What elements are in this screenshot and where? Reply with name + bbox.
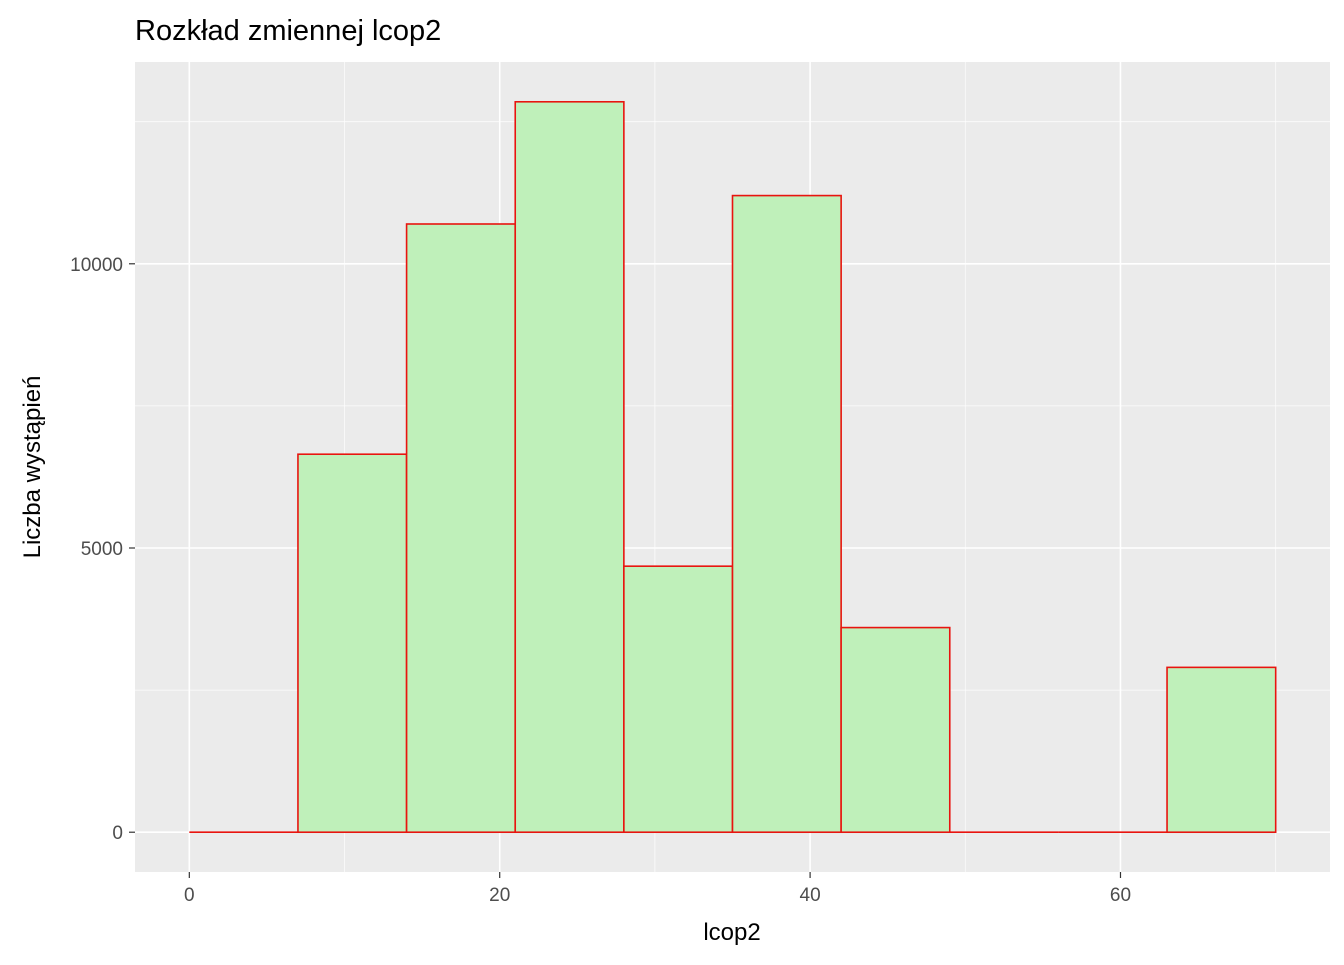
bars — [189, 100, 1277, 834]
chart-title: Rozkład zmiennej lcop2 — [135, 15, 441, 47]
x-tick-label: 60 — [1110, 885, 1131, 906]
histogram-bar — [731, 194, 842, 834]
x-axis-title: lcop2 — [703, 919, 760, 946]
histogram-bar — [623, 565, 734, 834]
histogram-bar — [1166, 666, 1277, 834]
histogram-bar — [297, 453, 408, 834]
y-tick-label: 10000 — [70, 255, 123, 276]
y-axis: 0 5000 10000 — [70, 255, 135, 844]
y-tick-label: 5000 — [81, 539, 123, 560]
y-tick-label: 0 — [112, 823, 123, 844]
x-tick-label: 40 — [800, 885, 821, 906]
x-tick-label: 0 — [184, 885, 195, 906]
histogram-bar — [514, 100, 625, 834]
histogram-bar — [405, 223, 517, 834]
x-axis: 0 20 40 60 — [184, 872, 1131, 906]
y-axis-title: Liczba wystąpień — [19, 376, 46, 559]
x-tick-label: 20 — [489, 885, 510, 906]
histogram-bar — [840, 626, 951, 834]
